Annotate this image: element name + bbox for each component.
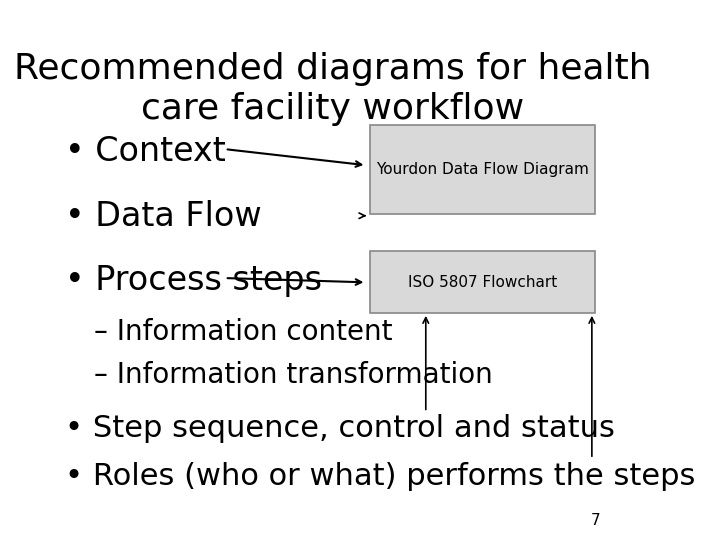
Text: • Context: • Context	[65, 136, 225, 168]
Text: • Step sequence, control and status: • Step sequence, control and status	[65, 414, 614, 443]
Text: Yourdon Data Flow Diagram: Yourdon Data Flow Diagram	[376, 162, 589, 177]
Bar	[370, 251, 595, 313]
Text: ISO 5807 Flowchart: ISO 5807 Flowchart	[408, 274, 557, 289]
Text: • Process steps: • Process steps	[65, 264, 322, 297]
Text: – Information transformation: – Information transformation	[94, 361, 492, 389]
Text: 7: 7	[591, 513, 600, 528]
Text: – Information content: – Information content	[94, 318, 392, 346]
Bar	[370, 125, 595, 214]
Text: • Data Flow: • Data Flow	[65, 200, 261, 233]
Text: • Roles (who or what) performs the steps: • Roles (who or what) performs the steps	[65, 462, 695, 491]
Text: Recommended diagrams for health
care facility workflow: Recommended diagrams for health care fac…	[14, 52, 652, 126]
